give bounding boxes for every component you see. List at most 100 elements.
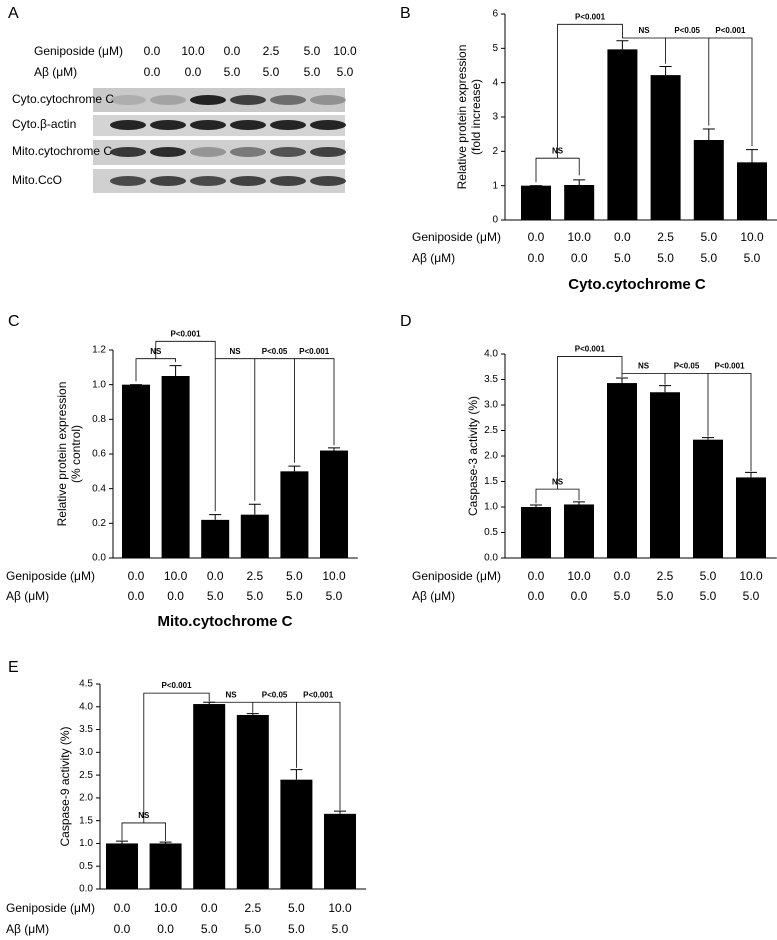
blot-lane-label: 5.0 bbox=[263, 65, 280, 79]
bar bbox=[240, 514, 269, 558]
bar bbox=[324, 813, 356, 889]
y-tick-label: 1.0 bbox=[92, 379, 106, 390]
blot-band bbox=[190, 147, 226, 157]
blot-band bbox=[310, 120, 346, 130]
x-tick-label: 0.0 bbox=[128, 569, 145, 583]
bar bbox=[122, 384, 150, 558]
y-tick-label: 0.0 bbox=[484, 553, 498, 564]
panel-letter: D bbox=[400, 313, 412, 330]
blot-band bbox=[230, 176, 266, 186]
error-bar bbox=[659, 385, 671, 393]
significance-bracket bbox=[557, 23, 623, 159]
blot-lane-label: 10.0 bbox=[333, 44, 357, 58]
blot-band bbox=[150, 95, 186, 105]
row-label: Aβ (μM) bbox=[6, 922, 49, 936]
x-tick-label: 10.0 bbox=[164, 569, 188, 583]
panel-letter: E bbox=[8, 659, 19, 676]
blot-lane-label: 0.0 bbox=[224, 44, 241, 58]
x-tick-label: 5.0 bbox=[614, 589, 631, 603]
y-tick-label: 3.5 bbox=[79, 724, 93, 735]
row-label: Aβ (μM) bbox=[412, 251, 455, 265]
y-axis-label: Relative protein expression(% control) bbox=[55, 382, 83, 527]
x-tick-label: 5.0 bbox=[288, 922, 305, 936]
significance-label: P<0.05 bbox=[674, 26, 700, 35]
bar bbox=[693, 439, 723, 558]
bar bbox=[236, 714, 269, 889]
y-tick-label: 2.0 bbox=[484, 451, 498, 462]
y-tick-label: 2 bbox=[492, 146, 498, 157]
blot-lane-label: 5.0 bbox=[224, 65, 241, 79]
significance-bracket bbox=[121, 822, 166, 842]
x-tick-label: 0.0 bbox=[201, 901, 218, 915]
y-tick-label: 3.0 bbox=[79, 747, 93, 758]
panel-letter: B bbox=[400, 5, 411, 22]
y-tick-label: 3 bbox=[492, 112, 498, 123]
y-axis-label: Caspase-3 activity (%) bbox=[466, 396, 480, 516]
y-tick-label: 0.0 bbox=[79, 884, 93, 895]
x-tick-label: 0.0 bbox=[528, 251, 545, 265]
x-tick-label: 5.0 bbox=[326, 589, 343, 603]
significance-bracket bbox=[155, 340, 216, 512]
y-tick-label: 0.2 bbox=[92, 518, 106, 529]
blot-lane-label: 2.5 bbox=[263, 44, 280, 58]
y-tick-label: 2.0 bbox=[79, 793, 93, 804]
error-bar bbox=[573, 179, 586, 185]
significance-label: NS bbox=[638, 361, 650, 370]
error-bar bbox=[616, 40, 629, 50]
significance-bracket bbox=[535, 157, 580, 183]
error-bar bbox=[248, 503, 261, 515]
error-bar bbox=[334, 810, 346, 814]
row-label: Geniposide (μM) bbox=[412, 569, 501, 583]
x-tick-label: 2.5 bbox=[246, 569, 263, 583]
error-bar bbox=[246, 713, 259, 715]
y-tick-label: 5 bbox=[492, 43, 498, 54]
y-tick-label: 0.6 bbox=[92, 449, 106, 460]
significance-label: P<0.05 bbox=[674, 361, 700, 370]
y-tick-label: 3.0 bbox=[484, 400, 498, 411]
error-bar bbox=[209, 514, 222, 520]
blot-band bbox=[110, 120, 146, 130]
blot-lane-label: 0.0 bbox=[144, 65, 161, 79]
blot-band bbox=[110, 147, 146, 157]
x-tick-label: 5.0 bbox=[288, 901, 305, 915]
blot-band-label: Mito.CcO bbox=[12, 173, 62, 187]
bar bbox=[650, 75, 681, 220]
blot-band bbox=[110, 95, 146, 105]
x-tick-label: 5.0 bbox=[743, 589, 760, 603]
y-tick-label: 0 bbox=[492, 215, 498, 226]
x-tick-label: 0.0 bbox=[528, 230, 545, 244]
x-tick-label: 5.0 bbox=[657, 589, 674, 603]
blot-band-label: Cyto.β-actin bbox=[12, 117, 76, 131]
x-tick-label: 10.0 bbox=[740, 230, 764, 244]
blot-band bbox=[230, 120, 266, 130]
bar bbox=[521, 507, 551, 558]
blot-lane-label: 0.0 bbox=[185, 65, 202, 79]
significance-bracket bbox=[254, 358, 295, 463]
error-bar bbox=[116, 840, 128, 844]
significance-bracket bbox=[296, 701, 341, 811]
significance-label: P<0.001 bbox=[714, 361, 745, 370]
blot-band bbox=[230, 147, 266, 157]
blot-band bbox=[310, 95, 346, 105]
blot-band bbox=[270, 120, 306, 130]
bar bbox=[193, 704, 226, 889]
significance-bracket bbox=[215, 358, 256, 501]
row-label: Geniposide (μM) bbox=[6, 901, 95, 915]
y-tick-label: 6 bbox=[492, 9, 498, 20]
x-tick-label: 10.0 bbox=[328, 901, 352, 915]
x-tick-label: 0.0 bbox=[207, 569, 224, 583]
blot-band bbox=[270, 95, 306, 105]
row-label: Geniposide (μM) bbox=[6, 569, 95, 583]
row-label: Geniposide (μM) bbox=[412, 230, 501, 244]
y-tick-label: 0.4 bbox=[92, 483, 106, 494]
significance-label: NS bbox=[225, 690, 237, 699]
bar bbox=[280, 779, 313, 889]
x-tick-label: 10.0 bbox=[568, 230, 592, 244]
blot-lane-label: 5.0 bbox=[337, 65, 354, 79]
x-tick-label: 5.0 bbox=[657, 251, 674, 265]
significance-label: P<0.05 bbox=[262, 347, 288, 356]
significance-label: P<0.001 bbox=[575, 345, 606, 354]
y-tick-label: 3.5 bbox=[484, 374, 498, 385]
y-tick-label: 4.5 bbox=[79, 679, 93, 690]
x-tick-label: 0.0 bbox=[114, 901, 131, 915]
